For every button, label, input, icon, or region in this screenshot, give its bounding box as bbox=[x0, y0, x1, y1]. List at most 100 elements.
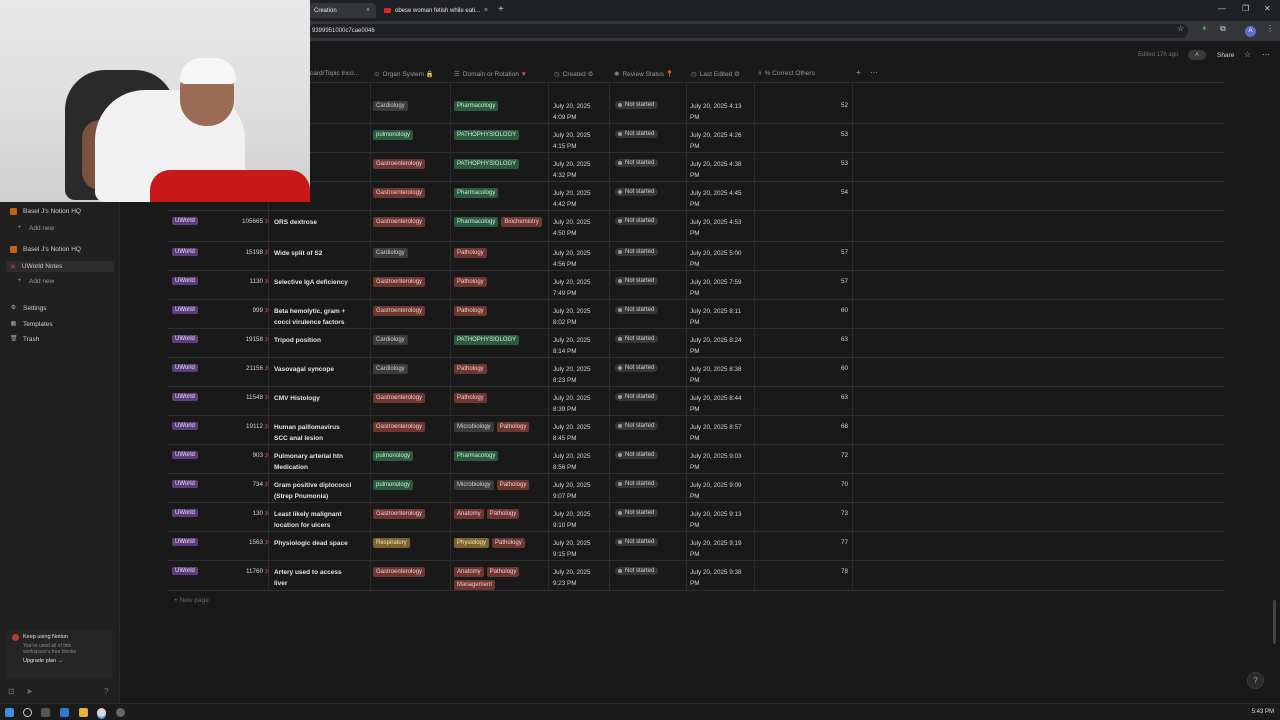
sidebar-item-workspace[interactable]: Basel J's Notion HQ bbox=[10, 208, 81, 215]
search-icon[interactable] bbox=[23, 708, 32, 717]
organ-system-cell[interactable]: Cardiology bbox=[373, 364, 408, 374]
edge-icon[interactable] bbox=[60, 708, 69, 717]
app-icon[interactable] bbox=[116, 708, 125, 717]
column-header[interactable]: #% Correct Others bbox=[758, 70, 815, 77]
topic-title[interactable]: ⊅ ORS dextrose bbox=[264, 217, 354, 228]
browser-tab[interactable]: Creation × bbox=[308, 3, 376, 18]
status-badge[interactable]: Not started bbox=[615, 393, 659, 401]
browser-tab[interactable]: obese woman fetish while eati... × bbox=[378, 3, 494, 18]
status-badge[interactable]: Not started bbox=[615, 306, 659, 314]
new-page-button[interactable]: + New page bbox=[174, 597, 209, 604]
table-row[interactable]: UWorld 999 ⊅ Beta hemolytic, gram + cocci vi… bbox=[168, 300, 1224, 329]
help-icon[interactable]: ? bbox=[104, 687, 109, 696]
column-header[interactable]: ◷ Created ⚙ bbox=[554, 70, 596, 78]
domain-cell[interactable]: Pharmacology bbox=[454, 451, 554, 461]
table-row[interactable]: UWorld 15198 ⊅ Wide split of S2 Cardiology Pa… bbox=[168, 242, 1224, 271]
table-row[interactable]: UWorld 11548 ⊅ CMV Histology Gastroenterolog… bbox=[168, 387, 1224, 416]
domain-cell[interactable]: Microbiology Pathology bbox=[454, 480, 554, 490]
table-row[interactable]: UWorld 903 ⊅ Pulmonary arterial htn Medicati… bbox=[168, 445, 1224, 474]
send-icon[interactable]: ➤ bbox=[26, 687, 33, 696]
topic-title[interactable]: ⊅ Artery used to access liver bbox=[264, 567, 354, 589]
table-row[interactable]: UWorld 19112 ⊅ Human paillomavirus SCC anal … bbox=[168, 416, 1224, 445]
topic-title[interactable]: ⊅ CMV Histology bbox=[264, 393, 354, 404]
menu-dots-icon[interactable]: ⋮ bbox=[1266, 24, 1274, 33]
organ-system-cell[interactable]: Cardiology bbox=[373, 101, 408, 111]
profile-avatar[interactable]: A bbox=[1245, 26, 1256, 37]
organ-system-cell[interactable]: Gastroenterology bbox=[373, 159, 426, 169]
organ-system-cell[interactable]: Gastroenterology bbox=[373, 306, 426, 316]
add-column-icon[interactable]: + bbox=[856, 68, 861, 77]
table-row[interactable]: PentadGastroenterologyPATHOPHYSIOLOGYJul… bbox=[168, 153, 1224, 182]
status-badge[interactable]: Not started bbox=[615, 188, 659, 196]
domain-cell[interactable]: Pathology bbox=[454, 364, 554, 374]
start-icon[interactable] bbox=[5, 708, 14, 717]
inbox-icon[interactable]: ⊡ bbox=[8, 687, 15, 696]
chrome-icon[interactable] bbox=[97, 708, 106, 717]
domain-cell[interactable]: Anatomy Pathology bbox=[454, 509, 554, 519]
organ-system-cell[interactable]: Gastroenterology bbox=[373, 567, 426, 577]
organ-system-cell[interactable]: Gastroenterology bbox=[373, 277, 426, 287]
sidebar-item-trash[interactable]: 🗑 Trash bbox=[10, 336, 39, 343]
topic-title[interactable]: ⊅ Least likely malignant location for ulce… bbox=[264, 509, 354, 531]
topic-title[interactable]: ⊅ Vasovagal syncope bbox=[264, 364, 354, 375]
table-row[interactable]: ia GravispulmonologyPATHOPHYSIOLOGYJuly … bbox=[168, 124, 1224, 153]
column-header[interactable]: ☰ Domain or Rotation ▼ bbox=[454, 70, 530, 78]
sidebar-item-settings[interactable]: ⚙ Settings bbox=[10, 305, 47, 312]
close-icon[interactable]: × bbox=[483, 7, 488, 14]
table-row[interactable]: UWorld 130 ⊅ Least likely malignant location… bbox=[168, 503, 1224, 532]
domain-cell[interactable]: Pathology bbox=[454, 306, 554, 316]
sidebar-item-add-new[interactable]: + Add new bbox=[16, 225, 55, 232]
organ-system-cell[interactable]: Gastroenterology bbox=[373, 217, 426, 227]
share-button[interactable]: Share bbox=[1217, 52, 1235, 59]
url-input[interactable]: 9399951000c7cae0046 bbox=[308, 24, 1188, 38]
organ-system-cell[interactable]: pulmonology bbox=[373, 451, 414, 461]
status-badge[interactable]: Not started bbox=[615, 159, 659, 167]
organ-system-cell[interactable]: Gastroenterology bbox=[373, 422, 426, 432]
sidebar-item-templates[interactable]: ▦ Templates bbox=[10, 321, 53, 328]
topic-title[interactable]: ⊅ Tripod position bbox=[264, 335, 354, 346]
domain-cell[interactable]: PATHOPHYSIOLOGY bbox=[454, 335, 554, 345]
table-row[interactable]: UWorld 21156 ⊅ Vasovagal syncope Cardiology P… bbox=[168, 358, 1224, 387]
extension-icon[interactable]: ✦ bbox=[1201, 24, 1208, 33]
status-badge[interactable]: Not started bbox=[615, 567, 659, 575]
domain-cell[interactable]: PATHOPHYSIOLOGY bbox=[454, 130, 554, 140]
organ-system-cell[interactable]: pulmonology bbox=[373, 480, 414, 490]
organ-system-cell[interactable]: Gastroenterology bbox=[373, 509, 426, 519]
column-header[interactable]: ⊙ Organ System 🔒 bbox=[374, 70, 437, 78]
table-row[interactable]: UWorld 105665 ⊅ ORS dextrose Gastroenterolog… bbox=[168, 211, 1224, 242]
topic-title[interactable]: ⊅ Human paillomavirus SCC anal lesion bbox=[264, 422, 354, 444]
new-tab-icon[interactable]: + bbox=[498, 4, 504, 15]
column-header[interactable]: ✺ Review Status 📍 bbox=[614, 70, 677, 78]
topic-title[interactable]: ⊅ Physiologic dead space bbox=[264, 538, 354, 549]
organ-system-cell[interactable]: Gastroenterology bbox=[373, 393, 426, 403]
organ-system-cell[interactable]: Respiratory bbox=[373, 538, 410, 548]
task-view-icon[interactable] bbox=[41, 708, 50, 717]
table-row[interactable]: MOACardiologyPharmacologyJuly 20, 20254:… bbox=[168, 95, 1224, 124]
scrollbar[interactable] bbox=[1273, 600, 1276, 644]
organ-system-cell[interactable]: pulmonology bbox=[373, 130, 414, 140]
file-explorer-icon[interactable] bbox=[79, 708, 88, 717]
restore-icon[interactable]: ❐ bbox=[1242, 4, 1250, 13]
topic-title[interactable]: ⊅ Beta hemolytic, gram + cocci virulence f… bbox=[264, 306, 354, 328]
status-badge[interactable]: Not started bbox=[615, 509, 659, 517]
topic-title[interactable]: ⊅ Wide split of S2 bbox=[264, 248, 354, 259]
table-row[interactable]: UWorld 1563 ⊅ Physiologic dead space Respira… bbox=[168, 532, 1224, 561]
sidebar-item-uworld-notes[interactable]: ✕ UWorld Notes bbox=[6, 261, 114, 272]
domain-cell[interactable]: Microbiology Pathology bbox=[454, 422, 554, 432]
domain-cell[interactable]: Pharmacology bbox=[454, 188, 554, 198]
status-badge[interactable]: Not started bbox=[615, 364, 659, 372]
close-icon[interactable]: × bbox=[365, 7, 370, 14]
close-window-icon[interactable]: ✕ bbox=[1264, 4, 1271, 13]
status-badge[interactable]: Not started bbox=[615, 130, 659, 138]
status-badge[interactable]: Not started bbox=[615, 422, 659, 430]
organ-system-cell[interactable]: Cardiology bbox=[373, 335, 408, 345]
column-header[interactable]: card/Topic Inco... bbox=[310, 70, 359, 77]
topic-title[interactable]: ⊅ Selective IgA deficiency bbox=[264, 277, 354, 288]
status-badge[interactable]: Not started bbox=[615, 538, 659, 546]
more-options-icon[interactable]: ⋯ bbox=[1262, 50, 1270, 59]
sidebar-item-add-new[interactable]: + Add new bbox=[16, 278, 55, 285]
puzzle-icon[interactable]: ⧉ bbox=[1220, 24, 1226, 33]
organ-system-cell[interactable]: Cardiology bbox=[373, 248, 408, 258]
bookmark-star-icon[interactable]: ☆ bbox=[1177, 24, 1185, 33]
topic-title[interactable]: ⊅ Pulmonary arterial htn Medication bbox=[264, 451, 354, 473]
